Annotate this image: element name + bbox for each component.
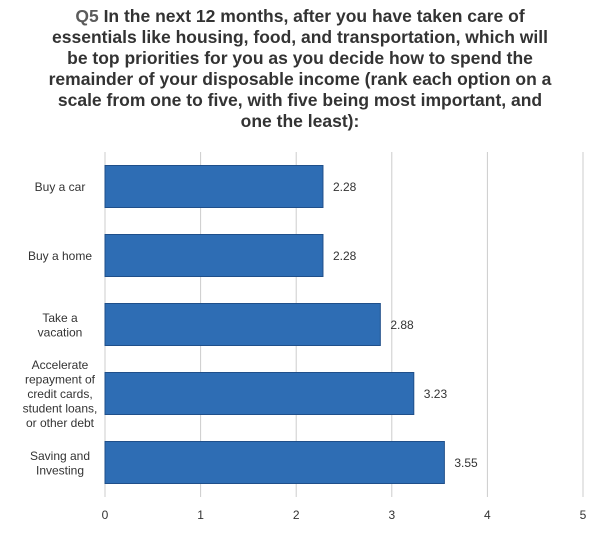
category-label-line: Saving and [30,449,90,463]
category-label-line: Investing [36,463,84,477]
bar [104,234,324,277]
bars [104,165,445,484]
category-label-line: credit cards, [27,387,92,401]
category-label-line: repayment of [25,373,96,387]
category-label: Saving and Investing [30,449,90,478]
x-axis-tick-labels: 0 1 2 3 4 5 [102,508,587,522]
category-label-line: Take a [42,311,78,325]
value-labels: 2.28 2.28 2.88 3.23 3.55 [333,180,478,470]
x-tick-label: 1 [197,508,204,522]
chart-title: Q5 In the next 12 months, after you have… [40,6,560,132]
category-label-line: Buy a home [28,249,92,263]
category-label: Accelerate repayment of credit cards, stude… [23,358,98,430]
x-tick-label: 3 [388,508,395,522]
value-label: 3.23 [424,387,448,401]
category-label-line: or other debt [26,416,95,430]
bar [104,303,381,346]
category-labels: Buy a car Buy a home Take a vacation Acceler… [23,180,98,477]
question-text: In the next 12 months, after you have ta… [48,6,552,131]
bar [104,372,415,415]
x-tick-label: 2 [293,508,300,522]
value-label: 2.88 [390,318,414,332]
value-label: 2.28 [333,249,357,263]
x-tick-label: 0 [102,508,109,522]
x-tick-label: 4 [484,508,491,522]
value-label: 2.28 [333,180,357,194]
x-tick-label: 5 [580,508,587,522]
bar [104,441,445,484]
category-label-line: Buy a car [35,180,86,194]
category-label-line: vacation [38,325,83,339]
category-label: Buy a car [35,180,86,194]
category-label-line: Accelerate [32,358,89,372]
bar [104,165,324,208]
question-number: Q5 [75,6,99,26]
category-label: Buy a home [28,249,92,263]
category-label: Take a vacation [38,311,83,340]
value-label: 3.55 [454,456,478,470]
category-label-line: student loans, [23,402,98,416]
